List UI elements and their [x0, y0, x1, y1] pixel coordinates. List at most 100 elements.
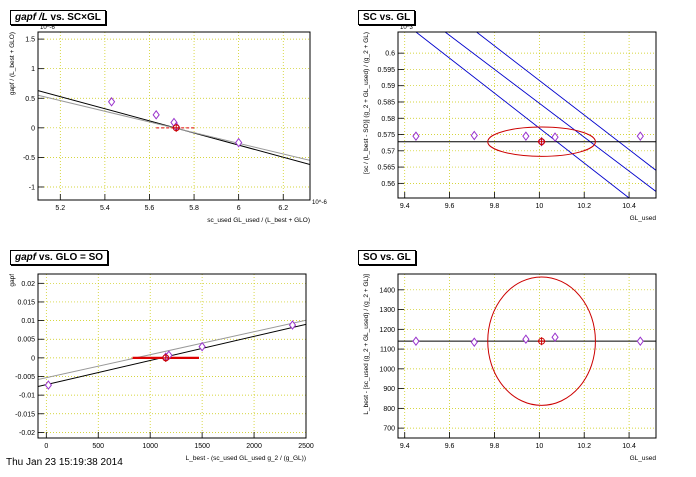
x-tick-label: 10.2 [577, 443, 591, 450]
data-point-marker [551, 132, 559, 142]
data-point-marker [470, 130, 478, 141]
data-point-marker [44, 380, 53, 390]
y-tick-label: 0.595 [377, 67, 395, 74]
plot-frame [37, 31, 311, 201]
y-tick-label: -0.015 [15, 411, 35, 418]
y-tick-label: -0.01 [19, 393, 35, 400]
x-tick-label: 10 [535, 203, 543, 210]
x-tick-label: 5.8 [189, 205, 199, 212]
y-tick-label: 0.5 [25, 96, 35, 103]
plot-area [38, 319, 306, 390]
x-tick-label: 10.2 [577, 203, 591, 210]
chart-sc-vs-gl: 9.4 9.6 9.8 10 10.2 10.4 0.56 0.565 0.57 0.575 0.5… [363, 25, 657, 222]
y-tick-label: 1400 [379, 287, 395, 294]
y-tick-label: 0.58 [381, 116, 395, 123]
y-tick-label: 900 [383, 386, 395, 393]
y-tick-label: -0.5 [23, 155, 35, 162]
y-tick-label: 1 [31, 66, 35, 73]
x-tick-label: 9.8 [490, 203, 500, 210]
x-tick-label: 9.8 [490, 443, 500, 450]
x-axis-label: GL_used [630, 215, 657, 222]
y-tick-label: 0.6 [385, 51, 395, 58]
constraint-line [476, 32, 656, 171]
data-point-marker [235, 137, 243, 148]
y-axis-label: gapf [9, 274, 16, 287]
y-tick-label: 0.565 [377, 165, 395, 172]
x-tick-label: 1000 [142, 443, 158, 450]
x-tick-label: 10 [535, 443, 543, 450]
y-tick-label: 1.5 [25, 37, 35, 44]
plot-area [38, 90, 310, 165]
y-tick-label: 0.02 [21, 281, 35, 288]
data-point-marker [522, 131, 530, 141]
chart-gapf-vs-glo: 0 500 1000 1500 2000 2500 -0.02 -0.015 -0.01 -0.0… [9, 273, 314, 462]
plot-area [398, 32, 656, 198]
x-tick-label: 5.6 [145, 205, 155, 212]
y-tick-label: 0.01 [21, 318, 35, 325]
data-point-marker [288, 320, 297, 330]
data-point-marker [412, 336, 420, 347]
x-tick-label: 5.2 [55, 205, 65, 212]
title-italic: gapf [15, 252, 37, 263]
y-exponent-label: 10^-6 [40, 25, 55, 31]
constraint-line [415, 32, 630, 198]
data-point-marker [551, 332, 559, 343]
x-tick-label: 9.6 [445, 203, 455, 210]
pad-gapf-vs-glo: 0 500 1000 1500 2000 2500 -0.02 -0.015 -0.01 -0.0… [0, 236, 348, 472]
y-tick-label: 0.56 [381, 181, 395, 188]
chart-gapf-vs-scgl: 5.2 5.4 5.6 5.8 6 6.2 -1 -0.5 0 0.5 1 1.5 10^-6 10^-6… [9, 25, 327, 224]
x-tick-label: 9.4 [400, 443, 410, 450]
constraint-line [444, 32, 656, 192]
y-tick-label: -0.02 [19, 430, 35, 437]
y-tick-label: 0.585 [377, 99, 395, 106]
x-tick-label: 500 [92, 443, 104, 450]
x-tick-label: 6.2 [278, 205, 288, 212]
x-tick-label: 10.4 [622, 203, 636, 210]
plot-frame [397, 273, 657, 439]
fit-line [38, 319, 306, 380]
x-tick-label: 9.6 [445, 443, 455, 450]
x-axis-label: sc_used GL_used / (L_best + GLO) [207, 217, 310, 224]
chart-title: gapf vs. GLO = SO [10, 250, 109, 265]
x-tick-label: 10.4 [622, 443, 636, 450]
x-tick-label: 9.4 [400, 203, 410, 210]
data-point-marker [107, 96, 116, 107]
x-tick-label: 2500 [298, 443, 314, 450]
data-point-marker [636, 336, 644, 347]
pad-gapf-vs-scgl: 5.2 5.4 5.6 5.8 6 6.2 -1 -0.5 0 0.5 1 1.5 10^-6 10^-6… [0, 0, 348, 236]
y-tick-label: 0.59 [381, 83, 395, 90]
y-axis-label: L_best - [sc_used (g_2 + GL_used) / (g_2… [363, 274, 370, 415]
data-point-marker [198, 341, 206, 352]
y-tick-label: 1300 [379, 307, 395, 314]
x-tick-label: 2000 [246, 443, 262, 450]
error-ellipse [487, 276, 596, 406]
data-point-marker [522, 334, 530, 345]
x-tick-label: 6 [237, 205, 241, 212]
x-tick-label: 5.4 [100, 205, 110, 212]
y-exponent-label: 10^3 [400, 25, 413, 31]
chart-title: SO vs. GL [358, 250, 416, 265]
y-tick-label: 700 [383, 426, 395, 433]
y-tick-label: 0.015 [17, 299, 35, 306]
x-tick-label: 1500 [194, 443, 210, 450]
y-tick-label: 0.57 [381, 148, 395, 155]
y-tick-label: 1200 [379, 327, 395, 334]
y-axis-label: gapf / (L_best + GLO) [9, 32, 16, 95]
y-axis-label: [sc / (L_best - SO)] (g_2 + GL_used) / (… [363, 32, 370, 174]
plot-frame [37, 273, 307, 439]
y-tick-label: -1 [29, 184, 35, 191]
title-rest: vs. SC×GL [47, 12, 101, 23]
x-exponent-label: 10^-6 [312, 200, 327, 206]
data-point-marker [412, 131, 420, 141]
plot-frame [397, 31, 657, 199]
data-point-marker [152, 109, 160, 120]
chart-title: SC vs. GL [358, 10, 416, 25]
pad-sc-vs-gl: 9.4 9.6 9.8 10 10.2 10.4 0.56 0.565 0.57 0.575 0.5… [348, 0, 696, 236]
data-point-marker [470, 337, 478, 348]
y-tick-label: -0.005 [15, 374, 35, 381]
y-tick-label: 1100 [380, 347, 395, 354]
error-ellipse [487, 126, 596, 157]
plot-area [398, 276, 656, 406]
data-point-marker [636, 131, 644, 141]
